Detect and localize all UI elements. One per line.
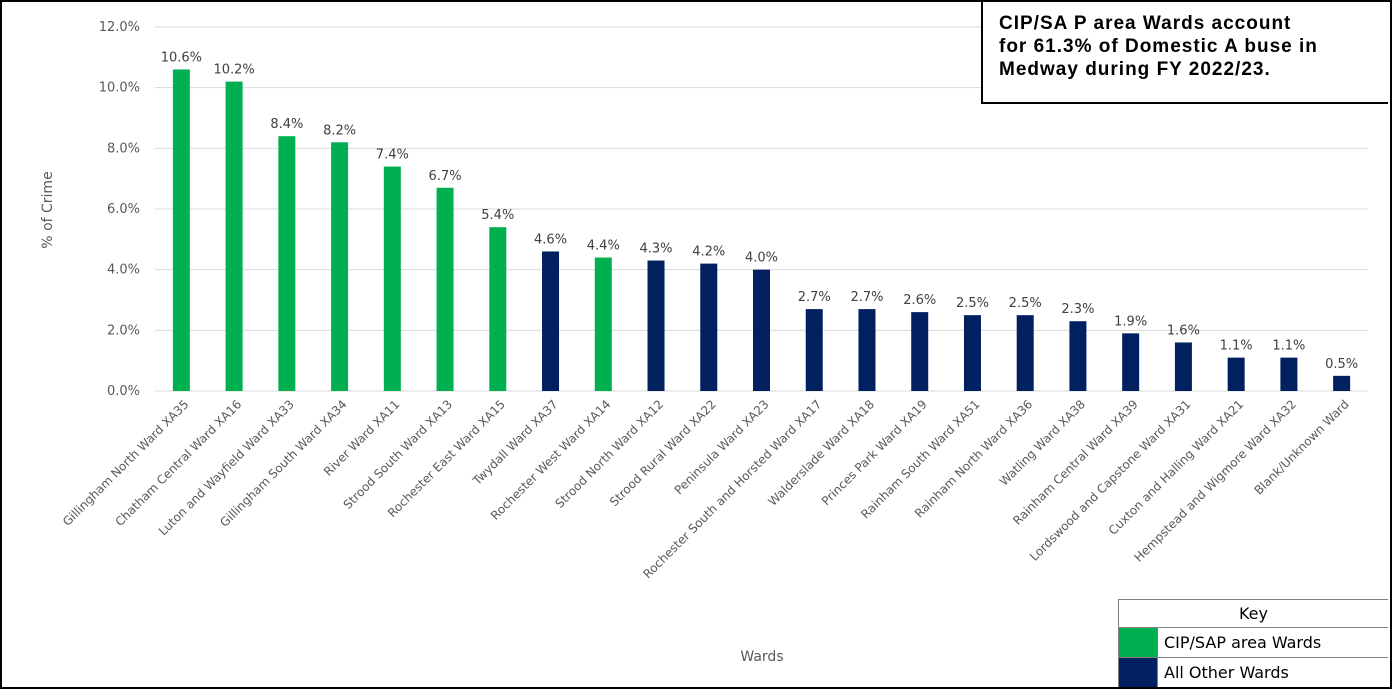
y-tick-label: 12.0% [99,20,140,35]
x-tick-label: Rochester South and Horsted Ward XA17 [640,397,824,581]
x-axis-title: Wards [740,649,783,665]
data-label: 4.3% [640,242,673,257]
bar [1122,333,1140,391]
y-tick-label: 4.0% [107,263,140,278]
bar [436,187,454,391]
bar [172,69,190,391]
bar [489,227,507,391]
data-label: 2.5% [956,296,989,311]
bar [1016,315,1034,391]
x-tick-label: Blank/Unknown Ward [1251,397,1351,497]
y-tick-label: 6.0% [107,202,140,217]
data-label: 4.2% [692,245,725,260]
bar [647,260,665,391]
bar [594,257,612,391]
bar [700,263,718,391]
legend-label-other: All Other Wards [1164,663,1289,682]
data-label: 8.4% [270,117,303,132]
data-label: 1.1% [1220,339,1253,354]
legend-key: Key CIP/SAP area Wards All Other Wards [1118,599,1388,687]
data-label: 5.4% [481,208,514,223]
bar [225,81,243,391]
data-label: 2.5% [1009,296,1042,311]
legend-label-cip-sap: CIP/SAP area Wards [1164,633,1322,652]
bar [1227,357,1245,391]
y-axis-ticks: 0.0% 2.0% 4.0% 6.0% 8.0% 10.0% 12.0% [99,20,140,399]
data-label: 10.6% [161,50,202,65]
bar [753,269,770,391]
bars [172,69,1351,391]
legend-title: Key [1119,600,1388,628]
callout-box: CIP/SA P area Wards account for 61.3% of… [981,2,1388,104]
data-label: 10.2% [213,63,254,78]
data-label: 8.2% [323,123,356,138]
data-label: 6.7% [429,169,462,184]
callout-line-3: Medway during FY 2022/23. [999,59,1271,80]
callout-line-2: for 61.3% of Domestic A buse in [999,36,1318,57]
data-label: 2.7% [798,290,831,305]
data-label: 1.6% [1167,323,1200,338]
data-label: 2.7% [850,290,883,305]
data-label: 4.0% [745,251,778,266]
data-label: 1.1% [1272,339,1305,354]
data-label: 2.3% [1061,302,1094,317]
bar [963,315,981,391]
x-tick-label: Strood South Ward XA13 [341,397,456,512]
legend-item-other: All Other Wards [1119,658,1388,687]
bar [1174,342,1192,391]
x-tick-label: Strood Rural Ward XA22 [607,397,719,509]
bar [1333,375,1351,391]
bar [331,142,349,391]
legend-swatch-cip-sap [1119,628,1158,657]
bar [1280,357,1298,391]
data-label: 0.5% [1325,357,1358,372]
data-label: 1.9% [1114,314,1147,329]
data-label: 2.6% [903,293,936,308]
bar [858,309,876,391]
y-tick-label: 10.0% [99,81,140,96]
legend-item-cip-sap: CIP/SAP area Wards [1119,628,1388,658]
x-tick-label: Princes Park Ward XA19 [819,397,930,508]
y-tick-label: 8.0% [107,141,140,156]
bar [383,166,401,391]
bar [805,309,823,391]
data-label: 7.4% [376,148,409,163]
callout-line-1: CIP/SA P area Wards account [999,13,1292,34]
bar [542,251,560,391]
data-labels: 10.6% 10.2% 8.4% 8.2% 7.4% 6.7% 5.4% 4.6% 4.4% 4.… [161,50,1358,371]
bar [911,312,929,391]
data-label: 4.4% [587,239,620,254]
x-tick-label: Strood North Ward XA12 [552,397,666,511]
bar [1069,321,1087,391]
legend-swatch-other [1119,658,1158,687]
data-label: 4.6% [534,232,567,247]
y-axis-title: % of Crime [40,171,56,248]
x-tick-label: Peninsula Ward XA23 [672,397,772,497]
y-tick-label: 2.0% [107,323,140,338]
bar [278,136,296,391]
x-tick-label: Walderslade Ward XA18 [766,397,878,509]
y-tick-label: 0.0% [107,384,140,399]
